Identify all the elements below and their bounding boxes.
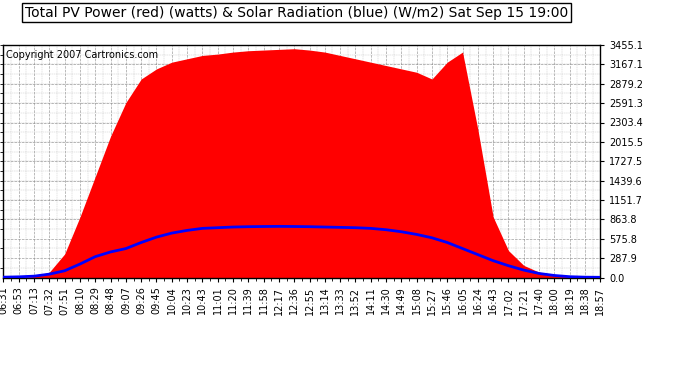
Text: Total PV Power (red) (watts) & Solar Radiation (blue) (W/m2) Sat Sep 15 19:00: Total PV Power (red) (watts) & Solar Rad…	[25, 6, 569, 20]
Text: Copyright 2007 Cartronics.com: Copyright 2007 Cartronics.com	[6, 50, 159, 60]
